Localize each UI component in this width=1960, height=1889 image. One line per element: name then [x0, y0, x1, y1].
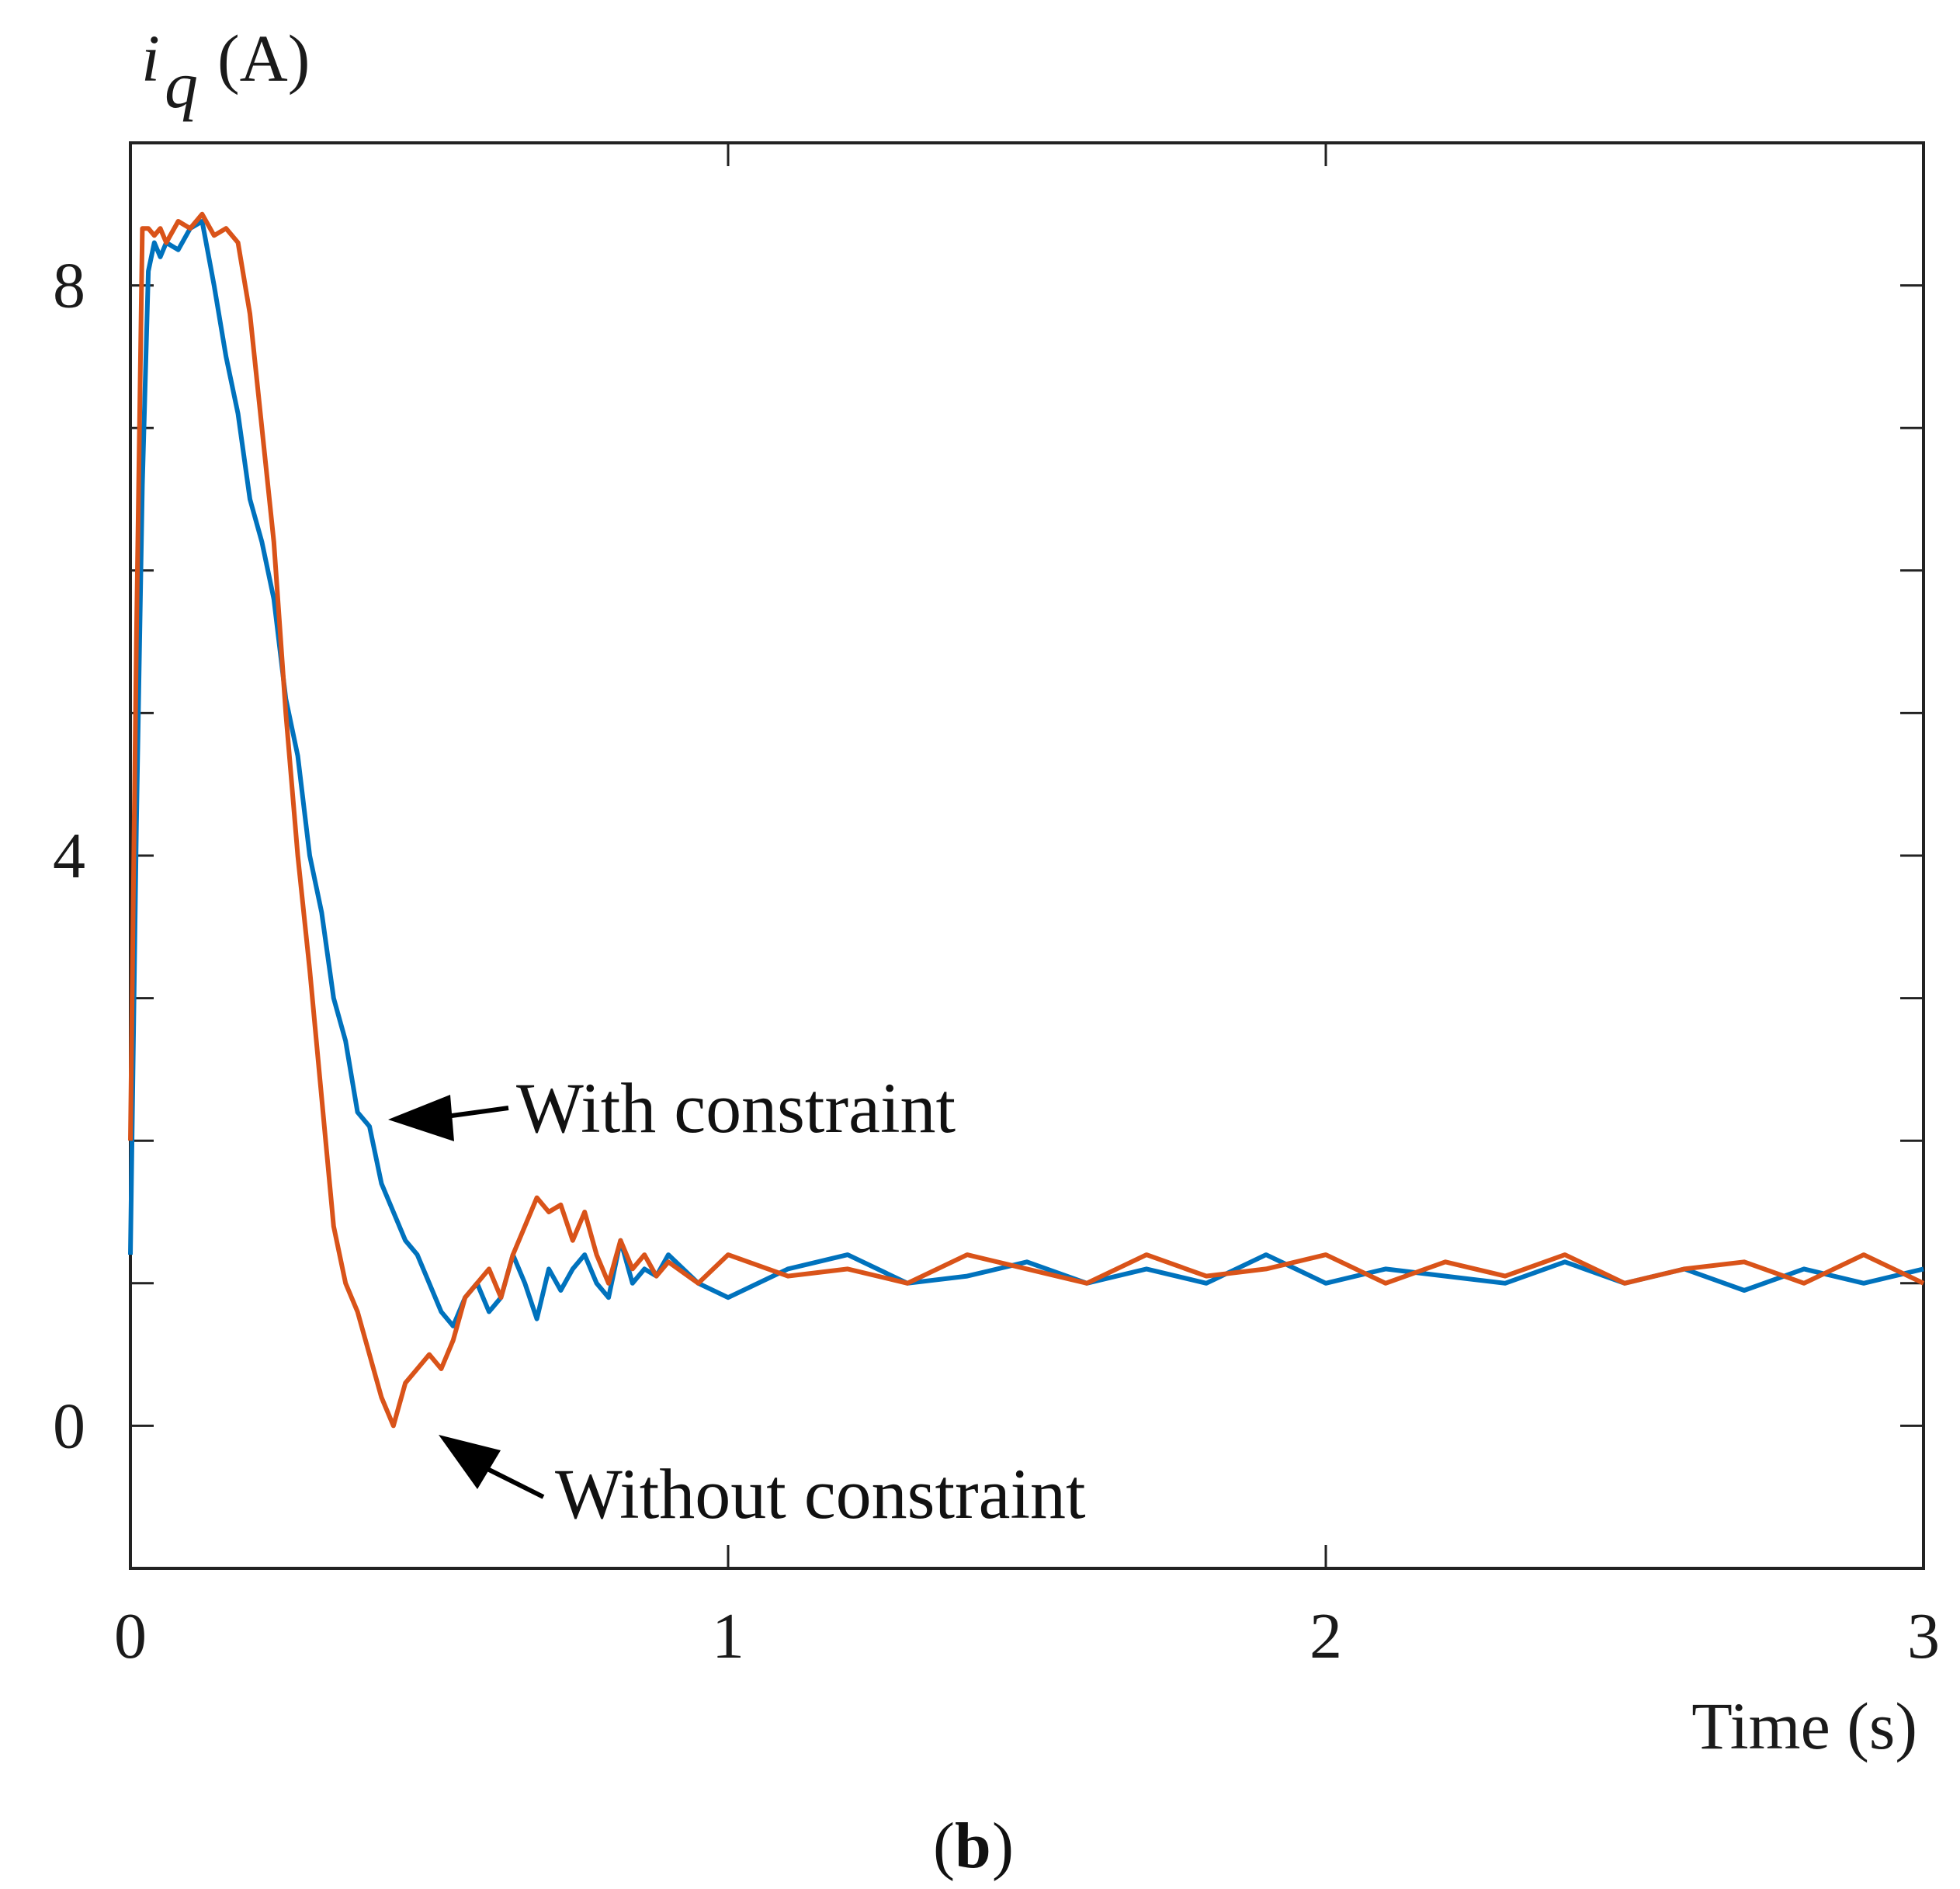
plot-frame [129, 141, 1925, 1570]
y-tick-label: 0 [53, 1390, 85, 1462]
annotation-with-constraint: With constraint [388, 1068, 956, 1148]
x-axis-label: Time (s) [1691, 1689, 1917, 1763]
y-tick-label: 4 [53, 820, 85, 892]
y-tick-label: 8 [53, 250, 85, 322]
series-line-with-constraint [128, 219, 1924, 1328]
y-axis-subscript: q [165, 47, 198, 122]
panel-label-open-paren: ( [933, 1810, 955, 1882]
annotation-arrow-shaft [480, 1464, 545, 1499]
series-line-without-constraint [128, 211, 1925, 1429]
series-layer [128, 211, 1925, 1429]
panel-label-close-paren: ) [992, 1810, 1014, 1882]
annotation-with-constraint-text: With constraint [516, 1068, 956, 1148]
axis-ticks: 0 4 8 0 1 2 3 [53, 141, 1940, 1672]
annotation-without-constraint-text: Without constraint [555, 1454, 1086, 1533]
x-tick-label: 3 [1907, 1600, 1940, 1672]
panel-label: b [955, 1810, 991, 1882]
x-tick-label: 1 [712, 1600, 744, 1672]
y-axis-symbol: i [141, 21, 160, 95]
annotation-without-constraint: Without constraint [439, 1435, 1086, 1533]
annotation-arrowhead [388, 1095, 454, 1141]
x-tick-label: 2 [1310, 1600, 1342, 1672]
annotation-arrowhead [439, 1435, 501, 1489]
y-axis-unit: (A) [217, 21, 310, 95]
x-tick-label: 0 [114, 1600, 147, 1672]
